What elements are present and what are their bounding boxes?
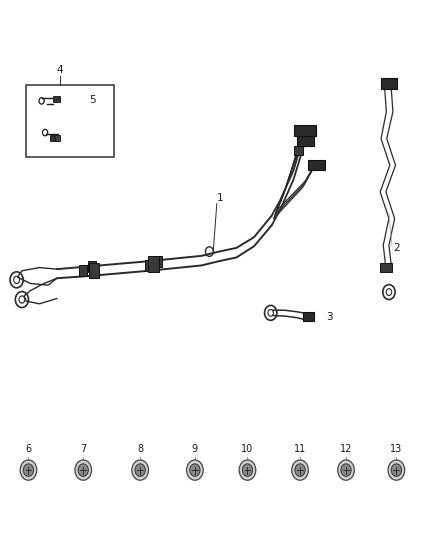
Circle shape xyxy=(190,464,200,477)
Text: 7: 7 xyxy=(80,444,86,454)
Bar xyxy=(50,135,56,141)
Circle shape xyxy=(239,460,256,480)
Bar xyxy=(79,265,87,276)
Bar xyxy=(26,85,114,157)
Text: 12: 12 xyxy=(340,444,352,454)
Circle shape xyxy=(23,464,34,477)
Text: 10: 10 xyxy=(241,444,254,454)
Circle shape xyxy=(295,464,305,477)
Circle shape xyxy=(391,464,402,477)
Circle shape xyxy=(341,464,351,477)
Text: 9: 9 xyxy=(192,444,198,454)
Bar xyxy=(88,261,96,272)
Text: 2: 2 xyxy=(393,243,400,253)
Bar xyxy=(53,95,60,102)
Bar xyxy=(303,312,314,321)
Circle shape xyxy=(132,460,148,480)
Circle shape xyxy=(20,460,37,480)
Circle shape xyxy=(338,460,354,480)
Text: 3: 3 xyxy=(326,312,333,322)
Circle shape xyxy=(135,464,145,477)
Circle shape xyxy=(75,460,92,480)
Bar xyxy=(294,125,316,136)
Text: 5: 5 xyxy=(89,95,96,104)
Bar xyxy=(154,256,162,266)
Text: 1: 1 xyxy=(217,192,223,203)
Circle shape xyxy=(78,464,88,477)
Bar xyxy=(148,256,159,272)
Text: 11: 11 xyxy=(294,444,306,454)
Bar xyxy=(55,135,60,141)
Text: 6: 6 xyxy=(25,444,32,454)
Text: 8: 8 xyxy=(137,444,143,454)
Circle shape xyxy=(292,460,308,480)
Text: 4: 4 xyxy=(56,64,63,75)
Circle shape xyxy=(388,460,405,480)
Bar xyxy=(297,136,314,146)
Bar xyxy=(145,260,153,271)
Circle shape xyxy=(242,464,253,477)
Text: 13: 13 xyxy=(390,444,403,454)
Bar xyxy=(380,263,392,272)
Bar xyxy=(308,160,325,170)
Bar xyxy=(381,78,397,89)
Bar xyxy=(89,263,99,278)
Bar xyxy=(294,146,303,155)
Circle shape xyxy=(187,460,203,480)
